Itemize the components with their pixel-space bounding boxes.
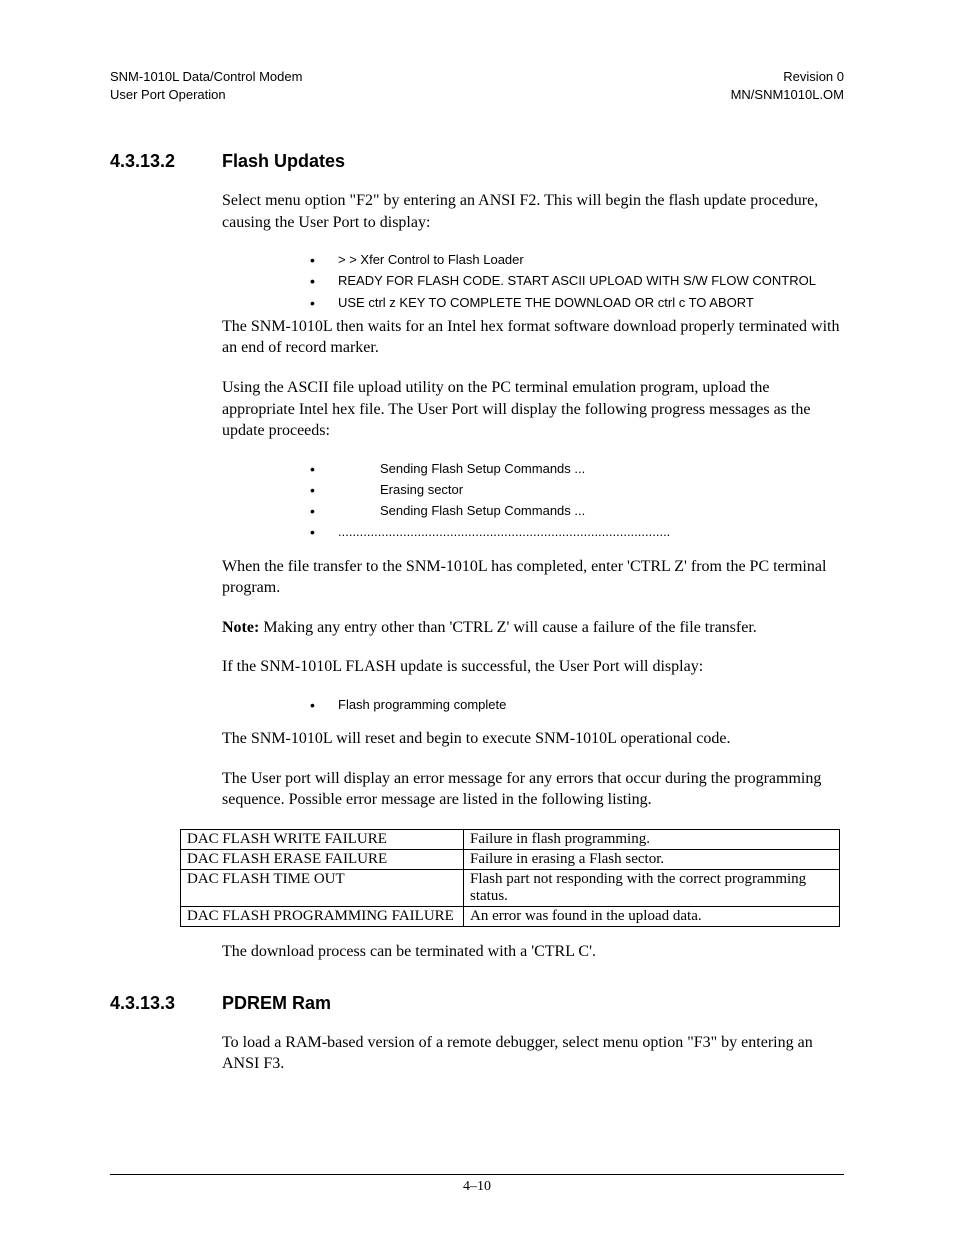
table-cell: Flash part not responding with the corre… <box>464 869 840 906</box>
section-title: Flash Updates <box>222 151 345 172</box>
paragraph: The SNM-1010L will reset and begin to ex… <box>222 728 844 750</box>
paragraph: The User port will display an error mess… <box>222 768 844 811</box>
table-row: DAC FLASH WRITE FAILURE Failure in flash… <box>181 829 840 849</box>
table-cell: Failure in flash programming. <box>464 829 840 849</box>
list-item: Sending Flash Setup Commands ... <box>310 460 844 478</box>
table-cell: An error was found in the upload data. <box>464 906 840 926</box>
table-row: DAC FLASH ERASE FAILURE Failure in erasi… <box>181 849 840 869</box>
section-body: Select menu option "F2" by entering an A… <box>222 190 844 811</box>
note-paragraph: Note: Making any entry other than 'CTRL … <box>222 617 844 639</box>
list-item: ........................................… <box>310 523 844 541</box>
paragraph: To load a RAM-based version of a remote … <box>222 1032 844 1075</box>
page-header: SNM-1010L Data/Control Modem User Port O… <box>110 68 844 103</box>
table-cell: DAC FLASH ERASE FAILURE <box>181 849 464 869</box>
table-row: DAC FLASH PROGRAMMING FAILURE An error w… <box>181 906 840 926</box>
section-number: 4.3.13.3 <box>110 993 222 1014</box>
paragraph: The download process can be terminated w… <box>222 941 844 963</box>
table-row: DAC FLASH TIME OUT Flash part not respon… <box>181 869 840 906</box>
table-cell: DAC FLASH WRITE FAILURE <box>181 829 464 849</box>
section-title: PDREM Ram <box>222 993 331 1014</box>
success-message-list: Flash programming complete <box>310 696 844 714</box>
paragraph: Select menu option "F2" by entering an A… <box>222 190 844 233</box>
table-cell: DAC FLASH TIME OUT <box>181 869 464 906</box>
list-item: USE ctrl z KEY TO COMPLETE THE DOWNLOAD … <box>310 294 844 312</box>
header-product: SNM-1010L Data/Control Modem <box>110 68 302 86</box>
section-body: To load a RAM-based version of a remote … <box>222 1032 844 1075</box>
table-cell: Failure in erasing a Flash sector. <box>464 849 840 869</box>
list-item: > > Xfer Control to Flash Loader <box>310 251 844 269</box>
display-messages-list: > > Xfer Control to Flash Loader READY F… <box>310 251 844 312</box>
note-text: Making any entry other than 'CTRL Z' wil… <box>259 619 756 636</box>
paragraph: The SNM-1010L then waits for an Intel he… <box>222 316 844 359</box>
header-docid: MN/SNM1010L.OM <box>731 86 844 104</box>
section-heading-flash-updates: 4.3.13.2 Flash Updates <box>110 151 844 172</box>
table-cell: DAC FLASH PROGRAMMING FAILURE <box>181 906 464 926</box>
error-messages-table: DAC FLASH WRITE FAILURE Failure in flash… <box>180 829 840 927</box>
section-heading-pdrem-ram: 4.3.13.3 PDREM Ram <box>110 993 844 1014</box>
list-item: READY FOR FLASH CODE. START ASCII UPLOAD… <box>310 272 844 290</box>
section-body: The download process can be terminated w… <box>222 941 844 963</box>
header-right: Revision 0 MN/SNM1010L.OM <box>731 68 844 103</box>
page-number: 4–10 <box>0 1179 954 1195</box>
list-item: Erasing sector <box>310 481 844 499</box>
paragraph: If the SNM-1010L FLASH update is success… <box>222 656 844 678</box>
section-number: 4.3.13.2 <box>110 151 222 172</box>
progress-messages-list: Sending Flash Setup Commands ... Erasing… <box>310 460 844 542</box>
header-left: SNM-1010L Data/Control Modem User Port O… <box>110 68 302 103</box>
paragraph: When the file transfer to the SNM-1010L … <box>222 556 844 599</box>
header-revision: Revision 0 <box>731 68 844 86</box>
list-item: Flash programming complete <box>310 696 844 714</box>
header-section: User Port Operation <box>110 86 302 104</box>
footer-rule <box>110 1174 844 1175</box>
page: SNM-1010L Data/Control Modem User Port O… <box>0 0 954 1235</box>
note-label: Note: <box>222 619 259 636</box>
list-item: Sending Flash Setup Commands ... <box>310 502 844 520</box>
paragraph: Using the ASCII file upload utility on t… <box>222 377 844 442</box>
